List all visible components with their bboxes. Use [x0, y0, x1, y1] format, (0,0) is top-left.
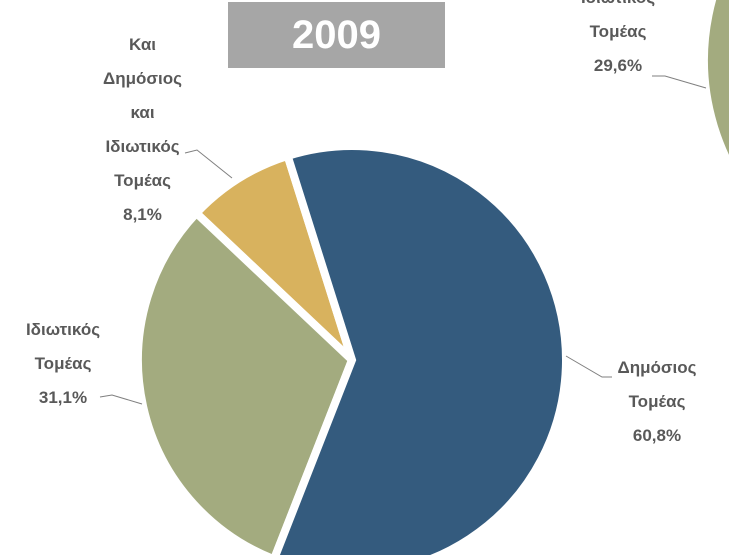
value-label: 60,8%	[632, 426, 682, 445]
pie-slice	[700, 0, 729, 173]
slice-label: Και Δημόσιος και Ιδιωτικός Τομέας 8,1%	[95, 28, 190, 232]
leader-line	[99, 394, 143, 405]
value-label: 31,1%	[38, 388, 88, 407]
category-label: Και Δημόσιος και Ιδιωτικός Τομέας	[103, 35, 182, 190]
slice-label: Ιδιωτικός Τομέας 31,1%	[13, 313, 113, 415]
slice-label: Δημόσιος Τομέας 60,8%	[607, 351, 707, 453]
pie-slice	[134, 207, 357, 555]
chart-title: 2009	[228, 2, 445, 68]
leader-line	[184, 149, 233, 179]
leader-line	[565, 355, 612, 378]
leader-line	[652, 75, 707, 89]
value-label: 8,1%	[123, 205, 162, 224]
category-label: Ιδιωτικός Τομέας	[581, 0, 655, 41]
value-label: 29,6%	[593, 56, 643, 75]
category-label: Δημόσιος Τομέας	[617, 358, 697, 411]
category-label: Ιδιωτικός Τομέας	[25, 320, 101, 373]
slice-label: Ιδιωτικός Τομέας 29,6%	[568, 0, 668, 83]
pie-slice	[271, 142, 570, 555]
